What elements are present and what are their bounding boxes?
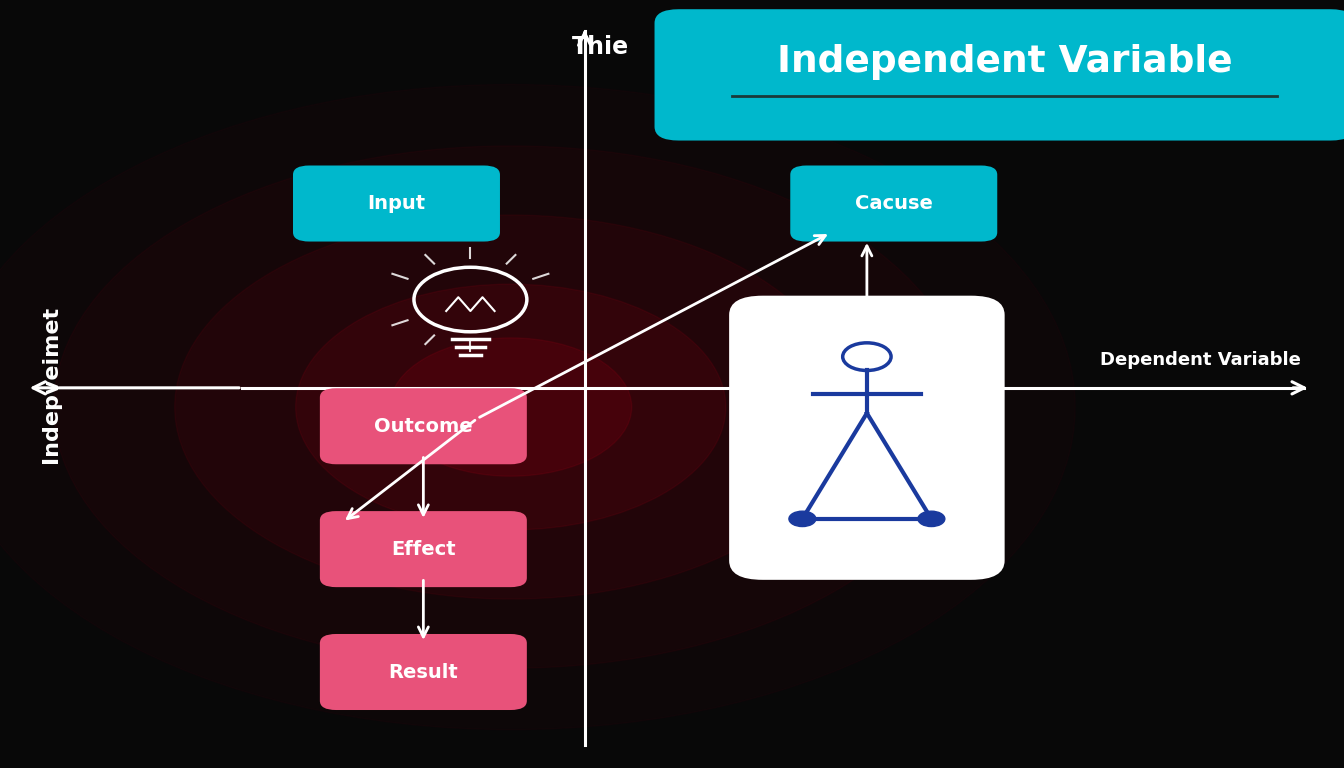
Text: Input: Input <box>367 194 426 213</box>
Text: Indepveimet: Indepveimet <box>42 306 60 462</box>
Text: Effect: Effect <box>391 540 456 558</box>
Circle shape <box>789 511 816 527</box>
FancyBboxPatch shape <box>320 634 527 710</box>
Circle shape <box>0 84 1075 730</box>
FancyBboxPatch shape <box>293 166 500 242</box>
Text: Outcome: Outcome <box>374 417 473 435</box>
FancyBboxPatch shape <box>320 511 527 588</box>
Circle shape <box>296 284 726 530</box>
FancyBboxPatch shape <box>790 166 997 242</box>
Text: Thie: Thie <box>573 35 629 58</box>
FancyBboxPatch shape <box>655 9 1344 141</box>
Text: Cacuse: Cacuse <box>855 194 933 213</box>
Text: Dependent Variable: Dependent Variable <box>1101 351 1301 369</box>
Circle shape <box>175 215 847 599</box>
FancyBboxPatch shape <box>728 296 1005 580</box>
FancyBboxPatch shape <box>320 388 527 464</box>
Circle shape <box>390 338 632 476</box>
Circle shape <box>54 146 968 668</box>
Circle shape <box>918 511 945 527</box>
Text: Independent Variable: Independent Variable <box>777 45 1232 81</box>
Text: Result: Result <box>388 663 458 681</box>
